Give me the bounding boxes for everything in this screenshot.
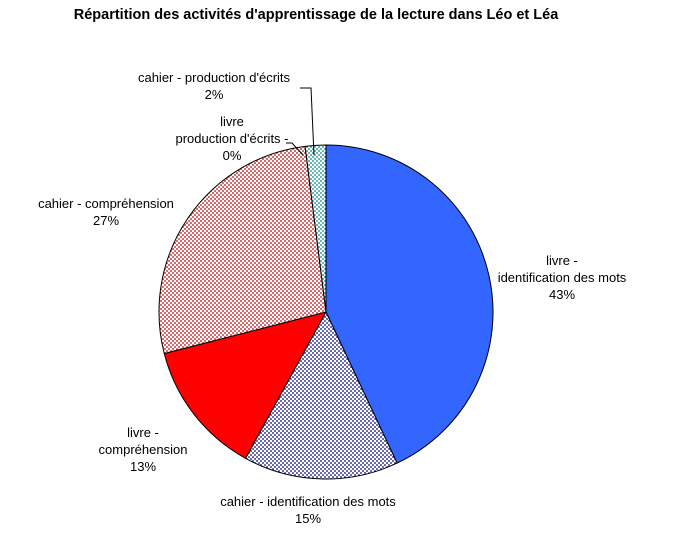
slice-label-line: cahier - identification des mots — [220, 494, 396, 509]
slice-label-line: identification des mots — [498, 270, 627, 285]
slice-percent: 15% — [295, 511, 321, 526]
slice-label-line: cahier - compréhension — [38, 196, 174, 211]
slice-label-line: compréhension — [99, 442, 188, 457]
pie-slice-2 — [163, 311, 327, 459]
pie-slices — [158, 144, 494, 480]
leader-line-5 — [300, 87, 315, 156]
pie-slice-0 — [325, 144, 494, 464]
slice-label-line: production d'écrits - — [175, 131, 288, 146]
slice-label-4: livre production d'écrits - 0% — [175, 114, 288, 163]
slice-percent: 13% — [130, 459, 156, 474]
leader-lines — [286, 87, 315, 156]
slice-percent: 2% — [205, 87, 224, 102]
pie-slice-5 — [304, 144, 327, 313]
pie-slice-1 — [245, 311, 398, 480]
slice-percent: 27% — [93, 213, 119, 228]
slice-label-line: livre — [220, 114, 244, 129]
chart-title: Répartition des activités d'apprentissag… — [74, 7, 559, 23]
slice-percent: 43% — [549, 287, 575, 302]
slice-label-5: cahier - production d'écrits 2% — [138, 70, 291, 102]
leader-line-4 — [286, 142, 304, 156]
slice-percent: 0% — [223, 148, 242, 163]
slice-labels: livre - identification des mots 43% cahier … — [38, 70, 627, 526]
slice-label-line: livre - — [546, 253, 578, 268]
slice-label-2: livre - compréhension 13% — [99, 425, 188, 474]
slice-label-line: cahier - production d'écrits — [138, 70, 291, 85]
slice-label-3: cahier - compréhension 27% — [38, 196, 174, 228]
slice-label-line: livre - — [127, 425, 159, 440]
slice-label-1: cahier - identification des mots 15% — [220, 494, 396, 526]
slice-label-0: livre - identification des mots 43% — [498, 253, 627, 302]
pie-slice-3 — [158, 145, 327, 355]
